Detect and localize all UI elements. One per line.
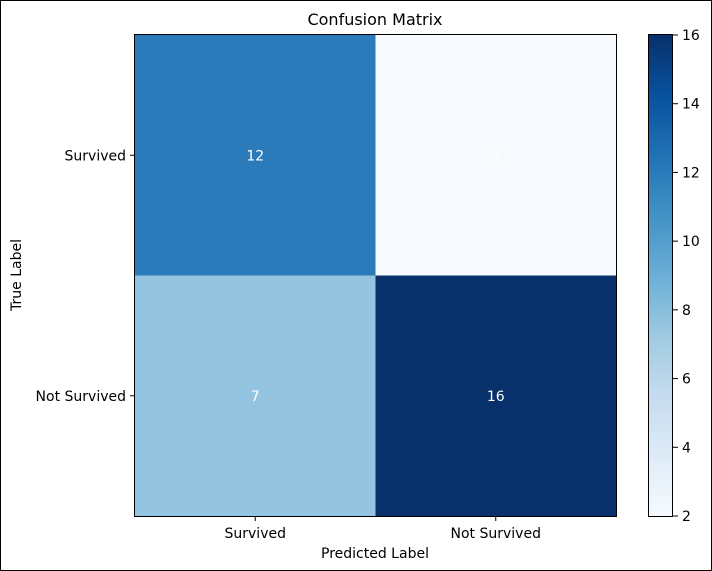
heatmap-cell [375, 275, 616, 516]
plot-border [134, 34, 617, 517]
heatmap-cell [135, 275, 376, 516]
cell-value-label: 12 [246, 148, 264, 164]
heatmap-cells [135, 35, 616, 516]
y-axis-label: True Label [9, 239, 25, 312]
colorbar-tick-label: 10 [682, 234, 700, 250]
colorbar-tick-label: 16 [682, 28, 700, 44]
cell-value-label: 7 [251, 389, 260, 405]
colorbar-tick-label: 6 [682, 372, 691, 388]
x-tick-label: Survived [225, 526, 286, 542]
y-tick-label: Survived [65, 148, 126, 164]
chart-title: Confusion Matrix [307, 10, 442, 29]
cell-value-label: 16 [487, 389, 505, 405]
heatmap-cell [375, 35, 616, 276]
colorbar [648, 34, 673, 517]
x-tick-label: Not Survived [451, 526, 541, 542]
colorbar-ticks: 2 4 6 8 10 12 14 16 [673, 28, 700, 525]
colorbar-tick-label: 14 [682, 97, 700, 113]
y-tick-label: Not Survived [36, 389, 126, 405]
cell-value-label: 2 [491, 148, 500, 164]
y-axis-ticks: Survived Not Survived [36, 148, 135, 405]
colorbar-tick-label: 8 [682, 303, 691, 319]
colorbar-tick-label: 4 [682, 440, 691, 456]
x-axis-ticks: Survived Not Survived [225, 516, 541, 542]
x-axis-label: Predicted Label [321, 546, 429, 562]
colorbar-tick-label: 12 [682, 165, 700, 181]
colorbar-tick-label: 2 [682, 509, 691, 525]
heatmap-cell [135, 35, 376, 276]
cell-annotations: 12 2 7 16 [246, 148, 504, 405]
